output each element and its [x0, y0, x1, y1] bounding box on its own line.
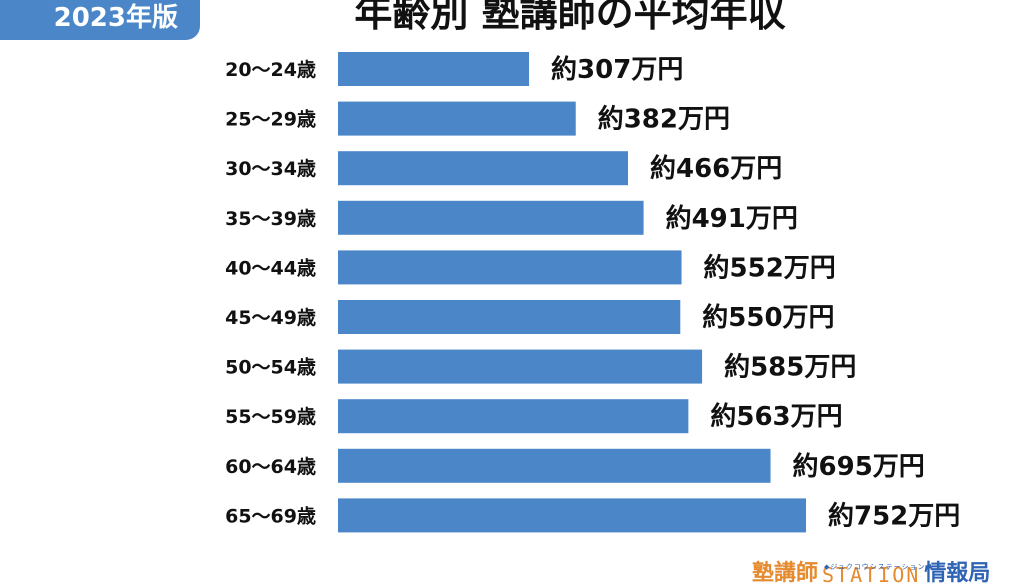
category-label: 45〜49歳 [225, 307, 316, 329]
bar [338, 300, 681, 334]
category-label: 55〜59歳 [225, 406, 316, 428]
category-label: 50〜54歳 [225, 357, 316, 379]
category-label: 20〜24歳 [225, 59, 316, 81]
bar [338, 200, 644, 235]
value-label: 約382万円 [598, 104, 730, 135]
brand-logo: 塾講師 ◆ジュクコウシステーション◆ STATION 情報局 [752, 548, 1024, 588]
category-label: 35〜39歳 [225, 208, 316, 230]
value-label: 約585万円 [724, 352, 856, 383]
bar [338, 250, 682, 285]
bar [338, 151, 629, 186]
value-label: 約695万円 [793, 451, 925, 482]
brand-subtext: ◆ジュクコウシステーション◆ [824, 563, 932, 571]
value-label: 約552万円 [704, 252, 836, 283]
value-label: 約307万円 [551, 54, 683, 85]
category-label: 60〜64歳 [225, 456, 316, 478]
year-badge-label: 2023年版 [53, 3, 178, 33]
category-label: 25〜29歳 [225, 109, 316, 131]
brand-right-text: 情報局 [924, 561, 991, 586]
bar [338, 52, 530, 86]
category-label: 40〜44歳 [225, 257, 316, 279]
value-label: 約752万円 [828, 500, 960, 531]
bar [338, 101, 576, 136]
value-label: 約563万円 [710, 401, 842, 432]
chart-title: 年齢別 塾講師の平均年収 [354, 0, 786, 35]
brand-left-text: 塾講師 [752, 561, 819, 586]
bar [338, 498, 806, 533]
category-label: 30〜34歳 [225, 158, 316, 180]
brand-station-text: ◆ジュクコウシステーション◆ STATION [822, 562, 931, 588]
value-label: 約550万円 [702, 302, 834, 333]
category-label: 65〜69歳 [225, 505, 316, 527]
value-label: 約466万円 [650, 153, 782, 184]
value-label: 約491万円 [666, 203, 798, 234]
year-badge: 2023年版 [0, 0, 200, 40]
bar [338, 448, 771, 483]
bar [338, 399, 689, 434]
bar [338, 349, 703, 384]
bar-chart: 20〜24歳 約307万円 25〜29歳 約382万円 30〜34歳 約466万円 35〜3… [225, 52, 960, 533]
